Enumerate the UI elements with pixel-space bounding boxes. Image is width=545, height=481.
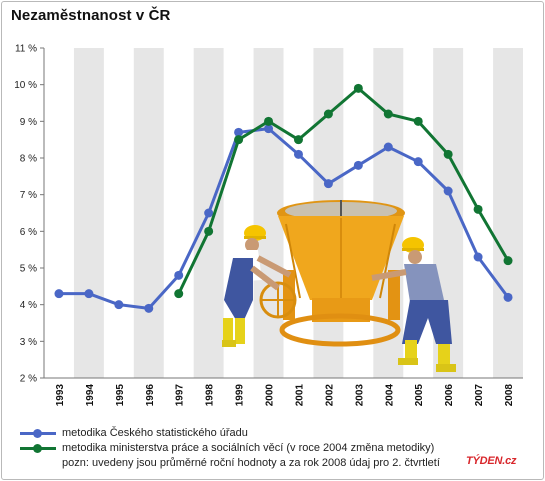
data-point — [204, 226, 214, 236]
x-tick-label: 1994 — [85, 384, 96, 407]
x-tick-label: 1999 — [235, 384, 246, 407]
series-line-1 — [58, 127, 510, 310]
y-tick-label: 8 % — [20, 154, 37, 165]
data-point — [413, 116, 423, 126]
x-tick-label: 2001 — [294, 384, 305, 407]
legend-label: metodika ministerstva práce a sociálních… — [62, 442, 435, 454]
x-tick-label: 1998 — [205, 384, 216, 407]
data-point — [114, 300, 124, 310]
x-tick-label: 2008 — [504, 384, 515, 407]
y-tick-label: 4 % — [20, 300, 37, 311]
data-point — [503, 292, 513, 302]
data-point — [264, 116, 274, 126]
grid-band — [73, 48, 104, 378]
series-line-2 — [177, 86, 510, 295]
x-tick-label: 1997 — [175, 384, 186, 407]
x-tick-label: 1996 — [145, 384, 156, 407]
x-tick-label: 2002 — [324, 384, 335, 407]
y-tick-label: 5 % — [20, 264, 37, 275]
data-point — [353, 160, 363, 170]
data-point — [293, 149, 303, 159]
workers-bucket-illustration — [222, 200, 456, 372]
tyden-logo: TÝDEN.cz — [466, 455, 517, 467]
axes: 2 % 3 % 4 % 5 % 6 % 7 % 8 % 9 % 10 % 11 % — [14, 44, 523, 385]
left-worker-image — [222, 225, 292, 347]
data-point — [473, 252, 483, 262]
legend-marker-blue — [20, 426, 56, 441]
data-point — [174, 289, 184, 299]
data-point — [234, 127, 244, 137]
legend-marker-green — [20, 441, 56, 456]
data-point — [174, 270, 184, 280]
legend-label: metodika Českého statistického úřadu — [62, 427, 248, 439]
x-tick-label: 1993 — [55, 384, 66, 407]
x-tick-label: 2003 — [354, 384, 365, 407]
legend-item: metodika ministerstva práce a sociálních… — [20, 441, 440, 456]
data-point — [234, 135, 244, 145]
y-tick-label: 10 % — [14, 80, 37, 91]
data-point — [383, 109, 393, 119]
data-point — [293, 135, 303, 145]
right-worker-image — [371, 237, 456, 372]
grid-band — [493, 48, 523, 378]
y-tick-label: 2 % — [20, 374, 37, 385]
data-point — [383, 142, 393, 152]
data-point — [84, 289, 94, 299]
series-layer — [54, 83, 513, 313]
data-point — [353, 83, 363, 93]
x-tick-label: 1995 — [115, 384, 126, 407]
x-tick-label: 2007 — [474, 384, 485, 407]
data-point — [413, 157, 423, 167]
y-tick-label: 3 % — [20, 337, 37, 348]
y-tick-label: 11 % — [15, 44, 37, 55]
chart-plot: 2 % 3 % 4 % 5 % 6 % 7 % 8 % 9 % 10 % 11 % — [14, 44, 523, 407]
y-tick-label: 9 % — [20, 117, 37, 128]
data-point — [144, 303, 154, 313]
legend: metodika Českého statistického úřadu met… — [20, 426, 440, 471]
y-tick-label: 7 % — [20, 190, 37, 201]
x-axis-labels: 1993 1994 1995 1996 1997 1998 1999 2000 2001 2002… — [55, 384, 515, 407]
x-tick-label: 2004 — [384, 384, 395, 407]
y-tick-label: 6 % — [20, 227, 37, 238]
legend-note: pozn: uvedeny jsou průměrné roční hodnot… — [62, 457, 440, 469]
data-point — [443, 149, 453, 159]
x-tick-label: 2006 — [444, 384, 455, 407]
legend-item: metodika Českého statistického úřadu — [20, 426, 440, 441]
data-point — [503, 256, 513, 266]
grid-band — [133, 48, 164, 378]
chart-title: Nezaměstnanost v ČR — [11, 7, 171, 24]
data-point — [204, 208, 214, 218]
data-point — [323, 109, 333, 119]
data-point — [323, 179, 333, 189]
x-tick-label: 2000 — [265, 384, 276, 407]
data-point — [473, 204, 483, 214]
data-point — [264, 124, 274, 134]
data-point — [443, 186, 453, 196]
x-tick-label: 2005 — [414, 384, 425, 407]
data-point — [54, 289, 64, 299]
